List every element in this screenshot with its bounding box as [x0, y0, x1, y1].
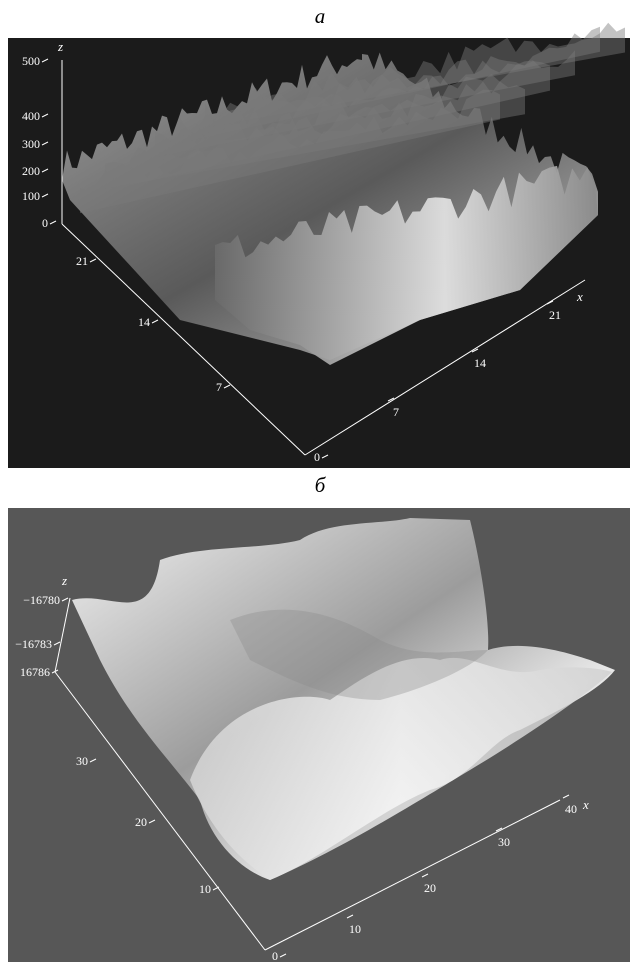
figure: а z x б z x 500400300200100021147071421−… [0, 0, 639, 962]
tick-label: 500 [22, 54, 40, 68]
tick-label: 30 [76, 754, 88, 768]
tick-label: 16786 [20, 665, 50, 679]
tick-label: 20 [424, 881, 436, 895]
tick-label: 7 [393, 405, 399, 419]
x-axis-label: x [576, 289, 583, 304]
tick-label: 21 [549, 308, 561, 322]
tick-label: −16780 [23, 593, 60, 607]
x-axis-label: x [582, 797, 589, 812]
tick-label: 0 [314, 450, 320, 464]
tick-label: 0 [42, 216, 48, 230]
tick-label: 200 [22, 164, 40, 178]
panel-label: б [315, 473, 327, 497]
tick-label: 20 [135, 815, 147, 829]
tick-label: 300 [22, 137, 40, 151]
tick-label: 10 [349, 922, 361, 936]
tick-label: 400 [22, 109, 40, 123]
tick-label: −16783 [15, 637, 52, 651]
tick-label: 21 [76, 254, 88, 268]
tick-label: 30 [498, 835, 510, 849]
z-axis-label: z [57, 39, 63, 54]
tick-label: 14 [474, 356, 486, 370]
panel-label: а [315, 4, 326, 28]
tick-label: 14 [138, 315, 150, 329]
tick-label: 100 [22, 189, 40, 203]
tick-label: 0 [272, 949, 278, 962]
tick-label: 7 [216, 380, 222, 394]
tick-label: 10 [199, 882, 211, 896]
tick-label: 40 [565, 802, 577, 816]
z-axis-label: z [61, 573, 67, 588]
